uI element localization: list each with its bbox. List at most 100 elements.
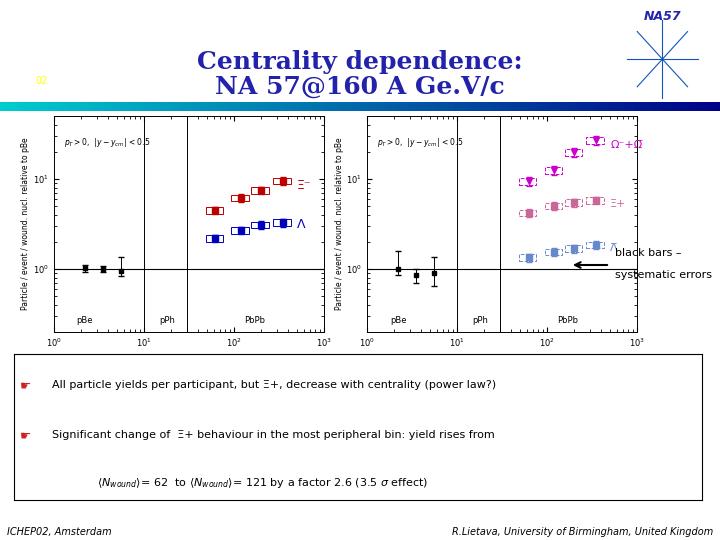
Bar <box>594 102 598 111</box>
Bar <box>425 102 428 111</box>
Bar <box>198 102 202 111</box>
Bar <box>349 102 353 111</box>
Bar <box>97 102 101 111</box>
Text: pPh: pPh <box>159 316 175 325</box>
Y-axis label: Particle / event / wound. nucl. relative to pBe: Particle / event / wound. nucl. relative… <box>335 138 343 310</box>
Bar <box>209 102 212 111</box>
Bar <box>468 102 472 111</box>
Bar <box>670 102 673 111</box>
Bar <box>486 102 490 111</box>
Bar <box>655 102 659 111</box>
Bar <box>400 102 403 111</box>
Bar <box>263 102 266 111</box>
Bar <box>385 102 389 111</box>
Bar <box>61 102 65 111</box>
Bar <box>320 102 324 111</box>
Bar <box>637 102 641 111</box>
Bar <box>472 102 475 111</box>
Bar <box>43 102 47 111</box>
Bar <box>713 102 716 111</box>
Bar <box>367 102 371 111</box>
Bar <box>245 102 248 111</box>
Bar <box>421 102 425 111</box>
Bar <box>248 102 252 111</box>
Bar <box>83 102 86 111</box>
Bar <box>565 102 569 111</box>
Bar <box>223 102 227 111</box>
Text: black bars –: black bars – <box>615 248 682 258</box>
Bar <box>144 102 148 111</box>
Bar <box>378 102 382 111</box>
Bar <box>292 102 295 111</box>
Bar <box>709 102 713 111</box>
Bar <box>396 102 400 111</box>
Bar <box>288 102 292 111</box>
Text: Λ: Λ <box>297 218 305 231</box>
Bar <box>338 102 342 111</box>
Bar <box>284 102 288 111</box>
Bar <box>443 102 446 111</box>
Bar <box>335 102 338 111</box>
Text: 02: 02 <box>35 76 48 86</box>
Bar <box>79 102 83 111</box>
Bar <box>634 102 637 111</box>
Bar <box>112 102 115 111</box>
Bar <box>281 102 284 111</box>
Bar <box>500 102 504 111</box>
Bar <box>234 102 238 111</box>
Bar <box>641 102 644 111</box>
Bar <box>7 102 11 111</box>
Text: NA 57@160 A Ge.V/c: NA 57@160 A Ge.V/c <box>215 75 505 98</box>
Bar <box>580 102 583 111</box>
Bar <box>450 102 454 111</box>
Bar <box>623 102 626 111</box>
Bar <box>414 102 418 111</box>
Bar <box>22 102 25 111</box>
Bar <box>356 102 360 111</box>
Bar <box>508 102 511 111</box>
X-axis label: < N$_{wound}$ >: < N$_{wound}$ > <box>162 355 216 369</box>
Bar <box>652 102 655 111</box>
Text: Significant change of  Ξ+ behaviour in the most peripheral bin: yield rises from: Significant change of Ξ+ behaviour in th… <box>53 429 495 440</box>
Bar <box>533 102 536 111</box>
Bar <box>72 102 76 111</box>
Text: All particle yields per participant, but Ξ+, decrease with centrality (power law: All particle yields per participant, but… <box>53 380 496 390</box>
Bar <box>698 102 702 111</box>
Bar <box>14 102 18 111</box>
Bar <box>54 102 58 111</box>
Bar <box>94 102 97 111</box>
Bar <box>612 102 616 111</box>
Bar <box>644 102 648 111</box>
Bar <box>310 102 313 111</box>
Text: PbPb: PbPb <box>557 316 578 325</box>
Bar <box>608 102 612 111</box>
Bar <box>277 102 281 111</box>
Text: Centrality dependence:: Centrality dependence: <box>197 50 523 74</box>
Bar <box>716 102 720 111</box>
Bar <box>598 102 601 111</box>
Bar <box>691 102 695 111</box>
Bar <box>410 102 414 111</box>
Bar <box>227 102 230 111</box>
Bar <box>475 102 479 111</box>
Bar <box>0 102 4 111</box>
Bar <box>176 102 180 111</box>
Bar <box>25 102 29 111</box>
Bar <box>482 102 486 111</box>
Text: ☛: ☛ <box>20 380 31 393</box>
Bar <box>518 102 522 111</box>
Bar <box>688 102 691 111</box>
Text: R.Lietava, University of Birmingham, United Kingdom: R.Lietava, University of Birmingham, Uni… <box>451 527 713 537</box>
Bar <box>446 102 450 111</box>
Bar <box>18 102 22 111</box>
Bar <box>130 102 133 111</box>
Text: $p_T > 0$,  $|y-y_{cm}|$ < 0.5: $p_T > 0$, $|y-y_{cm}|$ < 0.5 <box>377 136 464 149</box>
Text: pBe: pBe <box>76 316 93 325</box>
Bar <box>101 102 104 111</box>
Bar <box>256 102 259 111</box>
Bar <box>313 102 317 111</box>
Bar <box>4 102 7 111</box>
Bar <box>659 102 662 111</box>
Bar <box>590 102 594 111</box>
Bar <box>554 102 558 111</box>
